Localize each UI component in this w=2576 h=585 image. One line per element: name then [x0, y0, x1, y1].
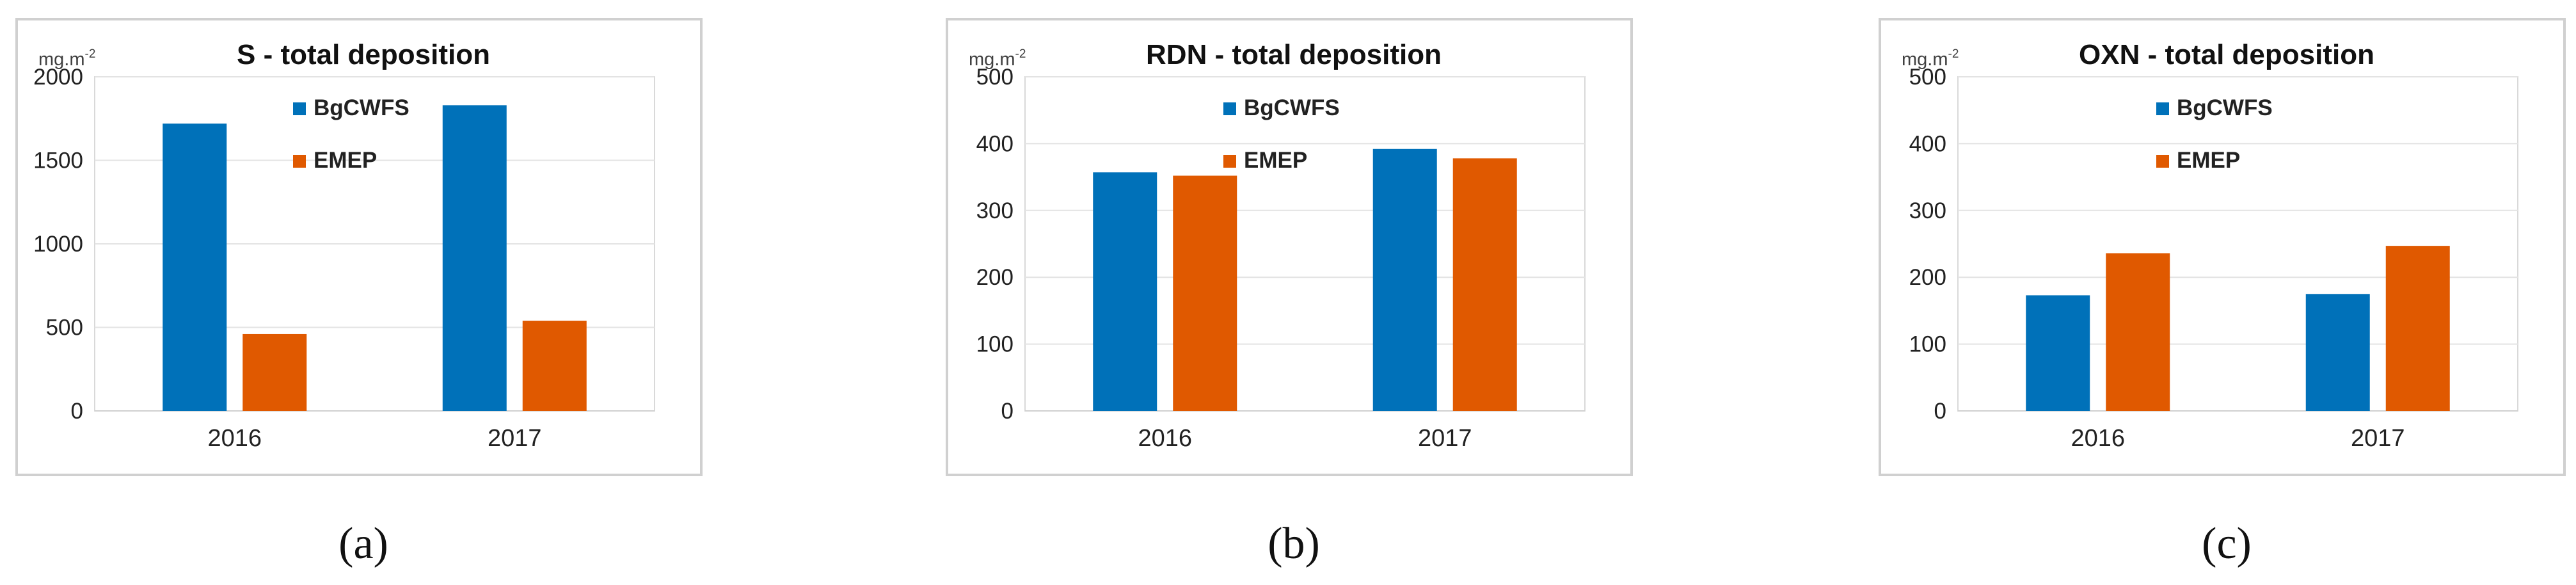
bar-bgcwfs-2016: [163, 124, 227, 411]
y-tick-label: 100: [1909, 332, 1946, 357]
chart-panel-b: RDN - total deposition mg.m-2 0 100 200 300 40…: [942, 0, 1646, 585]
legend-swatch-emep: [293, 155, 306, 168]
legend-swatch-emep: [1223, 155, 1236, 168]
y-tick-label: 500: [46, 316, 83, 341]
y-tick-label: 500: [976, 65, 1014, 90]
y-tick-label: 2000: [33, 65, 83, 90]
y-tick-label: 1000: [33, 232, 83, 257]
legend-swatch-bgcwfs: [1223, 102, 1236, 115]
chart-b: RDN - total deposition mg.m-2 0 100 200 300 40…: [946, 18, 1633, 476]
bar-bgcwfs-2016: [2026, 295, 2090, 411]
bar-emep-2017: [522, 321, 587, 411]
legend-label-bgcwfs: BgCWFS: [314, 95, 409, 120]
legend-swatch-bgcwfs: [293, 102, 306, 115]
y-tick-label: 400: [976, 131, 1014, 156]
y-unit-label: mg.m-2: [969, 47, 1026, 70]
x-tick-label: 2017: [2351, 425, 2405, 452]
caption-a: (a): [338, 519, 388, 568]
bar-emep-2017: [1452, 158, 1517, 412]
chart-title: RDN - total deposition: [1146, 39, 1442, 70]
y-tick-label: 300: [976, 198, 1014, 223]
legend-label-emep: EMEP: [2177, 148, 2240, 173]
x-tick-label: 2017: [1418, 425, 1472, 452]
y-tick-label: 200: [1909, 265, 1946, 290]
bar-emep-2016: [242, 333, 307, 411]
y-tick-label: 400: [1909, 131, 1946, 156]
legend-label-bgcwfs: BgCWFS: [1244, 95, 1340, 120]
bar-emep-2016: [2106, 253, 2170, 411]
x-tick-label: 2016: [207, 425, 262, 452]
legend-swatch-emep: [2156, 155, 2169, 168]
bar-bgcwfs-2017: [442, 105, 507, 411]
chart-panel-a: S - total deposition mg.m-2 0 500 1000 1500 20…: [12, 0, 715, 585]
y-unit-label: mg.m-2: [1902, 47, 1959, 70]
chart-a: S - total deposition mg.m-2 0 500 1000 1500 20…: [15, 18, 703, 476]
legend-label-bgcwfs: BgCWFS: [2177, 95, 2273, 120]
bar-emep-2016: [1173, 175, 1237, 411]
bar-emep-2017: [2385, 246, 2450, 411]
x-tick-label: 2017: [488, 425, 542, 452]
y-tick-label: 200: [976, 265, 1014, 290]
bar-bgcwfs-2017: [2305, 294, 2370, 411]
x-tick-label: 2016: [1138, 425, 1192, 452]
y-tick-label: 500: [1909, 65, 1946, 90]
chart-title: S - total deposition: [237, 39, 490, 70]
bar-bgcwfs-2017: [1372, 148, 1437, 411]
chart-title: OXN - total deposition: [2079, 39, 2374, 70]
y-tick-label: 0: [1001, 399, 1014, 424]
x-tick-label: 2016: [2071, 425, 2125, 452]
y-tick-label: 100: [976, 332, 1014, 357]
legend-swatch-bgcwfs: [2156, 102, 2169, 115]
caption-b: (b): [1268, 519, 1320, 568]
caption-c: (c): [2202, 519, 2252, 568]
chart-frame: [946, 18, 1633, 476]
chart-c: OXN - total deposition mg.m-2 0 100 200 300 40…: [1879, 18, 2566, 476]
chart-frame: [1879, 18, 2566, 476]
chart-panel-c: OXN - total deposition mg.m-2 0 100 200 300 40…: [1875, 0, 2576, 585]
y-tick-label: 1500: [33, 148, 83, 173]
y-tick-label: 0: [1934, 399, 1946, 424]
y-unit-label: mg.m-2: [38, 47, 95, 70]
y-tick-label: 300: [1909, 198, 1946, 223]
bar-bgcwfs-2016: [1093, 172, 1157, 411]
y-tick-label: 0: [71, 399, 83, 424]
chart-frame: [15, 18, 703, 476]
legend-label-emep: EMEP: [1244, 148, 1307, 173]
legend-label-emep: EMEP: [314, 148, 377, 173]
